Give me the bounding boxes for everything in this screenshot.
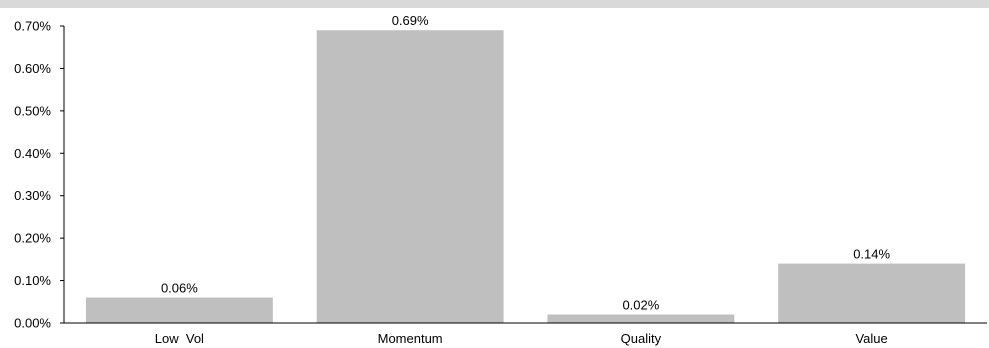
- bar-data-label: 0.14%: [853, 247, 890, 262]
- x-category-label: Quality: [621, 331, 662, 346]
- y-axis: 0.00% 0.10% 0.20% 0.30% 0.40% 0.50% 0.60% 0.70%: [14, 19, 65, 331]
- bars-group: 0.06% 0.69% 0.02% 0.14%: [85, 13, 966, 323]
- bar-quality: [547, 314, 735, 323]
- x-category-label: Value: [855, 331, 887, 346]
- bar-data-label: 0.06%: [161, 281, 198, 296]
- y-tick-label: 0.20%: [14, 231, 51, 246]
- y-tick-label: 0.00%: [14, 316, 51, 331]
- x-category-label: Low Vol: [155, 331, 204, 346]
- bar-momentum: [316, 30, 504, 323]
- y-tick-label: 0.70%: [14, 19, 51, 34]
- x-category-label: Momentum: [378, 331, 443, 346]
- y-tick-label: 0.60%: [14, 61, 51, 76]
- bar-data-label: 0.02%: [622, 298, 659, 313]
- top-banner-strip: [0, 0, 989, 8]
- x-axis: Low Vol Momentum Quality Value: [64, 322, 987, 346]
- y-tick-label: 0.40%: [14, 146, 51, 161]
- bar-data-label: 0.69%: [392, 13, 429, 28]
- y-tick-label: 0.30%: [14, 188, 51, 203]
- y-tick-label: 0.10%: [14, 273, 51, 288]
- y-tick-label: 0.50%: [14, 103, 51, 118]
- bar-low-vol: [85, 297, 273, 323]
- bar-value: [778, 263, 966, 323]
